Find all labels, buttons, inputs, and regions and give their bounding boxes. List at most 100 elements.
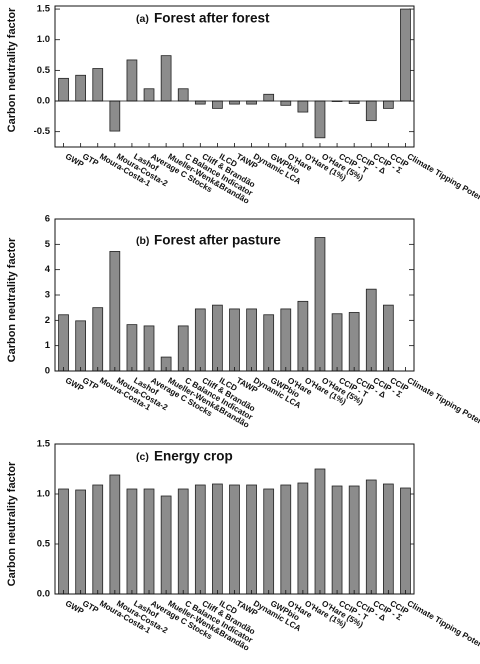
bar (143, 325, 155, 372)
bar (331, 485, 343, 595)
chart-title: Energy crop (154, 449, 233, 464)
bar (263, 93, 275, 102)
y-tick-label: 5 (45, 239, 51, 250)
y-tick-label: 0.0 (37, 96, 50, 107)
y-tick-label: 3 (45, 290, 50, 301)
bar (297, 300, 309, 372)
plot-frame (54, 5, 415, 148)
bar (246, 484, 257, 595)
bar (92, 484, 104, 595)
bar (365, 100, 377, 122)
bar (297, 482, 309, 595)
chart-title: Forest after pasture (154, 233, 281, 248)
y-tick-label: 1.5 (37, 439, 51, 450)
bar (400, 8, 411, 102)
x-tick-label: GTP (81, 376, 101, 392)
bar (58, 77, 69, 102)
chart-title: Forest after forest (154, 11, 270, 26)
y-tick-label: 0.5 (37, 539, 51, 550)
bar (109, 100, 121, 132)
x-tick-label: GWP (64, 599, 86, 617)
bar (126, 59, 138, 102)
bar (280, 100, 292, 106)
bar (348, 312, 360, 372)
bar (109, 474, 121, 595)
bar (297, 100, 309, 113)
plot-frame (54, 218, 415, 372)
bar (126, 324, 138, 372)
bar (194, 308, 206, 372)
panel-label: (a) (136, 13, 149, 25)
bar (194, 100, 206, 105)
x-tick-label: Climate Tipping Potential (406, 152, 480, 209)
bar (177, 325, 189, 372)
x-tick-label: Climate Tipping Potential (406, 599, 480, 656)
chart-panel-c: Carbon neutrality factor 0.0 0.5 1.0 1.5 GWPG… (6, 439, 480, 656)
x-tick-label: GWP (64, 376, 86, 394)
y-tick-label: 1.0 (37, 34, 50, 45)
y-tick-label: 1.5 (37, 4, 51, 15)
bar (229, 100, 240, 105)
y-axis-label: Carbon neutrality factor (6, 461, 18, 586)
bar (75, 74, 87, 102)
bar (263, 314, 275, 372)
plot-frame (54, 443, 415, 595)
chart-panel-a: Carbon neutrality factor -0.5 0.0 0.5 1.0 1.5… (6, 4, 480, 209)
y-tick-label: 1.0 (37, 489, 50, 500)
bar (75, 320, 87, 372)
bar (365, 479, 377, 595)
bar (246, 308, 257, 372)
bar (160, 55, 172, 102)
y-axis-label: Carbon neutrality factor (6, 237, 18, 362)
bar (143, 88, 155, 102)
y-tick-label: 0.5 (37, 65, 51, 76)
y-tick-label: 2 (45, 315, 50, 326)
bar (160, 495, 172, 595)
y-tick-label: 0.0 (37, 589, 50, 600)
bar (194, 484, 206, 595)
bar (92, 68, 104, 102)
bar (58, 314, 69, 372)
y-tick-label: 4 (45, 264, 51, 275)
bar (177, 488, 189, 595)
bar (280, 308, 292, 372)
bar (246, 100, 257, 105)
panel-label: (b) (136, 235, 149, 247)
bar (212, 483, 223, 595)
bar (331, 313, 343, 372)
x-tick-label: GTP (81, 599, 101, 615)
bar (92, 307, 104, 372)
bar (229, 308, 240, 372)
bar (229, 484, 240, 595)
chart-panel-b: Carbon neutrality factor0123456GWPGTPMou… (6, 214, 480, 433)
bar (109, 251, 121, 372)
bar (348, 485, 360, 595)
x-tick-label: GTP (81, 152, 101, 168)
y-axis-label: Carbon neutrality factor (6, 7, 18, 132)
y-tick-label: 6 (45, 214, 50, 225)
x-tick-label: Climate Tipping Potential (406, 376, 480, 433)
bar (212, 100, 223, 109)
bar (314, 237, 326, 372)
panel-label: (c) (136, 451, 149, 463)
x-tick-label: GWP (64, 152, 86, 170)
bar (58, 488, 69, 595)
bar (75, 489, 87, 595)
bar (314, 100, 326, 139)
y-tick-label: 0 (45, 366, 50, 377)
bar (280, 484, 292, 595)
bar (400, 487, 411, 595)
bar (382, 100, 394, 109)
bar (365, 288, 377, 372)
y-tick-label: 1 (45, 340, 51, 351)
bar (143, 488, 155, 595)
bar (382, 304, 394, 372)
bar (263, 488, 275, 595)
bar (382, 483, 394, 595)
bar (212, 304, 223, 372)
y-tick-label: -0.5 (34, 126, 51, 137)
bar (126, 488, 138, 595)
bar (314, 468, 326, 595)
bar (177, 88, 189, 102)
